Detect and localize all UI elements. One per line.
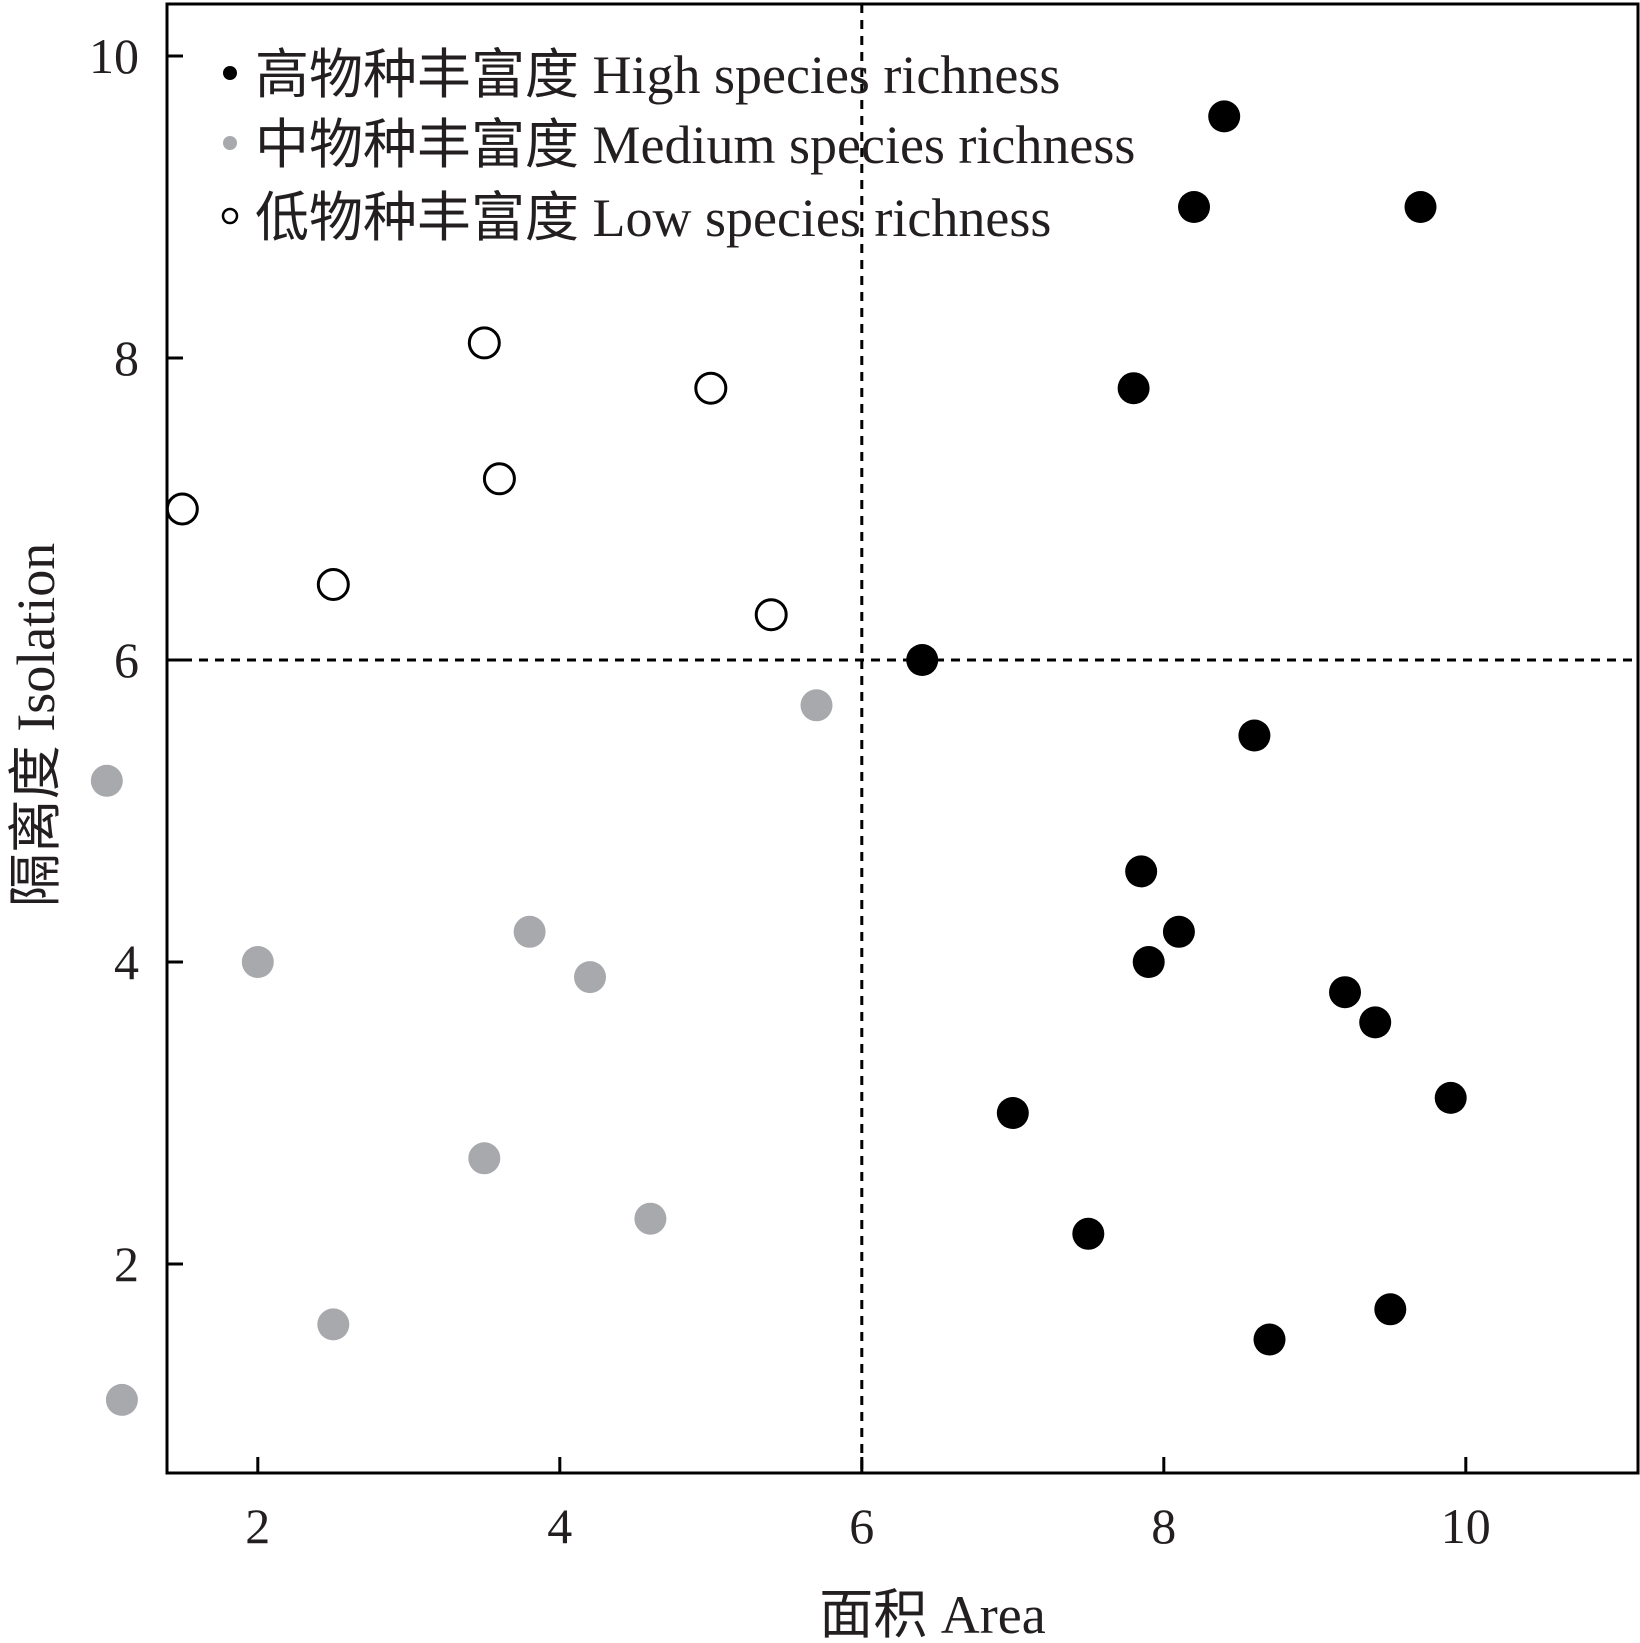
point-medium-richness [513, 915, 546, 948]
point-medium-richness [634, 1202, 667, 1235]
point-low-richness [694, 371, 728, 405]
legend-marker [223, 66, 237, 80]
point-medium-richness [317, 1308, 350, 1341]
point-low-richness [467, 326, 501, 360]
point-high-richness [1117, 372, 1150, 405]
data-points [90, 100, 1467, 1416]
point-low-richness [316, 568, 350, 601]
point-medium-richness [468, 1142, 501, 1175]
point-medium-richness [90, 764, 123, 797]
x-tick-label: 4 [547, 1498, 572, 1554]
point-high-richness [1404, 191, 1437, 223]
reference-lines [167, 4, 1638, 1473]
point-high-richness [1374, 1293, 1407, 1326]
y-tick-label: 10 [89, 28, 139, 84]
point-medium-richness [800, 689, 833, 722]
point-low-richness [165, 492, 199, 526]
x-tick-label: 10 [1441, 1498, 1491, 1554]
point-high-richness [1253, 1323, 1286, 1356]
point-high-richness [1238, 719, 1271, 752]
y-tick-label: 4 [114, 934, 139, 990]
x-tick-label: 6 [849, 1498, 874, 1554]
x-axis-ticks: 2 4 6 8 10 [245, 1457, 1491, 1554]
legend-label: 中物种丰富度 Medium species richness [255, 115, 1135, 175]
point-low-richness [754, 598, 788, 632]
legend: 高物种丰富度 High species richness 中物种丰富度 Mediu… [221, 45, 1135, 248]
x-tick-label: 2 [245, 1498, 270, 1554]
legend-label: 低物种丰富度 Low species richness [255, 188, 1051, 248]
point-high-richness [1359, 1006, 1392, 1039]
point-high-richness [1072, 1217, 1105, 1250]
point-high-richness [1132, 946, 1165, 978]
point-high-richness [1208, 100, 1241, 133]
y-tick-label: 8 [114, 330, 139, 386]
legend-label: 高物种丰富度 High species richness [255, 45, 1060, 105]
x-axis-title: 面积 Area [819, 1585, 1045, 1643]
point-high-richness [1125, 855, 1158, 888]
point-medium-richness [574, 961, 607, 994]
point-high-richness [996, 1097, 1029, 1129]
point-high-richness [906, 644, 939, 676]
y-axis-title: 隔离度 Isolation [6, 543, 66, 907]
y-axis-ticks: 2 4 6 8 10 [89, 28, 183, 1292]
y-tick-label: 2 [114, 1236, 139, 1292]
x-tick-label: 8 [1151, 1498, 1176, 1554]
point-high-richness [1329, 976, 1362, 1009]
point-medium-richness [105, 1383, 138, 1416]
legend-marker [223, 136, 237, 150]
point-low-richness [482, 462, 516, 496]
point-medium-richness [241, 946, 274, 978]
point-high-richness [1162, 915, 1195, 948]
point-high-richness [1434, 1081, 1467, 1114]
y-tick-label: 6 [114, 632, 139, 688]
point-high-richness [1178, 191, 1211, 223]
plot-frame [165, 2, 1640, 1475]
legend-marker [221, 207, 239, 225]
